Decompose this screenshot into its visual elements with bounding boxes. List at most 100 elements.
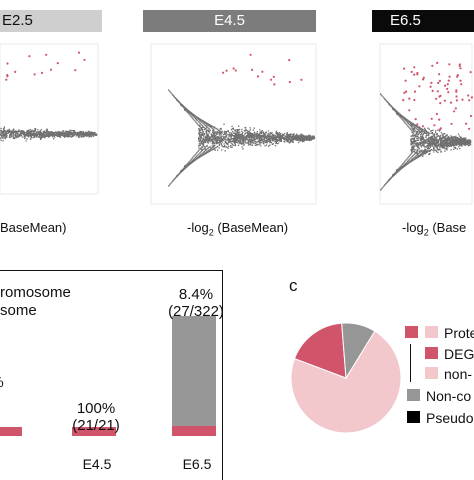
legend-bracket	[410, 344, 411, 382]
pie-slice	[290, 330, 402, 434]
deg-point	[421, 125, 424, 128]
swatch-protein-pink	[425, 326, 438, 338]
ma-plot-e65	[379, 43, 473, 205]
deg-point	[249, 53, 252, 56]
deg-point	[459, 67, 462, 70]
deg-point	[453, 110, 456, 113]
ma-plot-e45	[150, 43, 317, 205]
deg-point	[449, 101, 453, 104]
deg-point	[418, 85, 421, 88]
deg-point	[430, 81, 433, 84]
deg-point	[14, 70, 17, 73]
deg-point	[447, 79, 450, 82]
deg-point	[468, 99, 471, 102]
bar-label-0: %)	[0, 374, 32, 408]
deg-point	[438, 95, 441, 98]
deg-point	[222, 71, 225, 74]
legend-protein: Prote	[444, 325, 474, 341]
swatch-deg	[425, 347, 438, 359]
deg-point	[458, 63, 461, 66]
panel-b-frame	[0, 270, 223, 480]
deg-point	[6, 62, 9, 65]
deg-point	[422, 78, 425, 81]
x-cat-e45: E4.5	[82, 456, 112, 472]
swatch-pseudo	[407, 411, 420, 423]
deg-point	[461, 98, 464, 101]
bar-deg	[0, 427, 22, 436]
bar-deg	[172, 425, 216, 436]
deg-point	[439, 102, 442, 105]
deg-point	[436, 61, 439, 64]
bar-deg	[72, 427, 116, 436]
xlabel-e25: BaseMean)	[0, 220, 67, 235]
deg-point	[402, 99, 405, 102]
xlabel-e45: -log2 (BaseMean)	[187, 220, 289, 238]
deg-point	[450, 122, 453, 125]
deg-point	[273, 83, 276, 86]
ma-plot-e25	[0, 43, 99, 195]
deg-point	[410, 70, 413, 73]
deg-point	[404, 79, 407, 82]
header-e45: E4.5	[143, 10, 316, 32]
deg-point	[435, 97, 438, 100]
deg-point	[272, 75, 275, 78]
deg-point	[455, 90, 458, 93]
deg-point	[454, 107, 457, 110]
deg-point	[469, 114, 472, 118]
deg-point	[300, 78, 303, 81]
legend-pseudo: Pseudo	[426, 410, 474, 426]
deg-point	[77, 51, 81, 54]
pie-slice	[293, 322, 347, 379]
panel-c-letter: c	[289, 276, 298, 295]
deg-point	[28, 55, 31, 58]
legend-noncoding: Non-co	[426, 388, 472, 404]
legend-deg: DEG	[444, 346, 474, 362]
deg-point	[460, 83, 463, 86]
deg-point	[413, 66, 416, 69]
deg-point	[470, 96, 473, 99]
deg-point	[6, 74, 9, 77]
bar-chart	[0, 316, 216, 436]
deg-point	[5, 78, 8, 81]
bar-label-1: 100% (21/21)	[72, 400, 120, 434]
deg-point	[422, 76, 425, 79]
deg-point	[448, 75, 451, 78]
deg-point	[446, 83, 449, 86]
deg-point	[33, 73, 36, 76]
deg-point	[414, 118, 417, 121]
deg-point	[435, 112, 438, 116]
deg-point	[459, 79, 462, 82]
legend-line1: romosome	[0, 284, 71, 301]
deg-point	[74, 69, 77, 72]
deg-point	[408, 109, 411, 112]
deg-point	[433, 124, 436, 127]
deg-point	[251, 68, 254, 71]
swatch-protein-red	[405, 326, 418, 338]
deg-point	[429, 85, 432, 88]
deg-point	[40, 71, 44, 74]
bar-label-2: 8.4% (27/322)	[168, 286, 224, 320]
header-e25: E2.5	[0, 10, 102, 32]
deg-point	[234, 69, 237, 72]
xlabel-e65: -log2 (Base	[402, 220, 467, 238]
deg-point	[456, 74, 459, 77]
swatch-noncoding	[407, 389, 420, 401]
deg-point	[416, 73, 419, 76]
deg-point	[45, 53, 48, 56]
deg-point	[83, 58, 86, 61]
deg-point	[446, 87, 449, 90]
header-e65: E6.5	[372, 10, 474, 32]
bar-other	[172, 316, 216, 426]
deg-point	[431, 89, 434, 92]
deg-point	[438, 73, 441, 76]
deg-point	[469, 71, 472, 74]
deg-point	[455, 95, 458, 98]
deg-point	[288, 80, 291, 84]
pie-slice	[341, 322, 376, 380]
deg-point	[225, 69, 228, 72]
deg-point	[408, 97, 411, 100]
deg-point	[468, 127, 471, 130]
deg-point	[261, 70, 264, 73]
deg-point	[405, 90, 408, 93]
deg-point	[465, 122, 468, 125]
